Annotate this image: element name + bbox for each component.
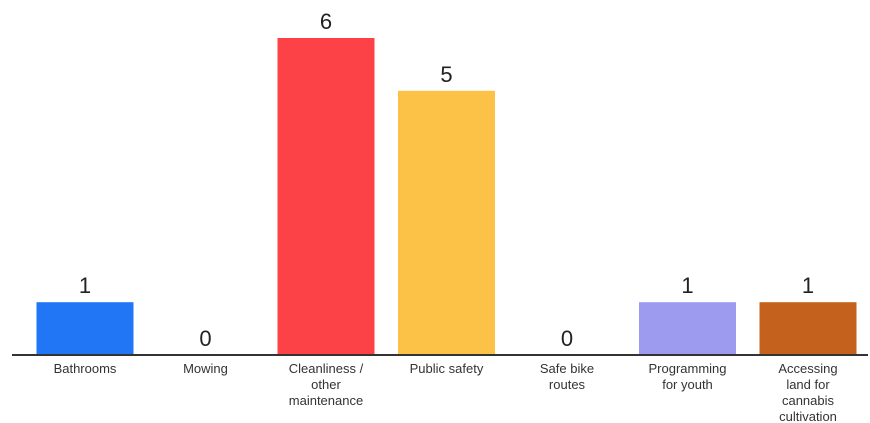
value-label-6: 1 <box>802 273 814 298</box>
bar-6 <box>759 302 857 355</box>
category-label-line: Bathrooms <box>54 361 117 376</box>
value-labels-group: 1 0 6 5 0 1 1 <box>79 9 814 351</box>
bar-0 <box>36 302 134 355</box>
value-label-0: 1 <box>79 273 91 298</box>
value-label-4: 0 <box>561 326 573 351</box>
bar-5 <box>639 302 736 355</box>
category-label-0: Bathrooms <box>54 361 117 376</box>
category-label-2: Cleanliness / other maintenance <box>289 361 364 408</box>
category-label-line: Mowing <box>183 361 228 376</box>
category-label-line: Safe bike <box>540 361 594 376</box>
category-label-1: Mowing <box>183 361 228 376</box>
category-label-line: land for <box>786 377 830 392</box>
category-label-line: routes <box>549 377 586 392</box>
bar-3 <box>398 90 495 356</box>
category-label-line: cannabis <box>782 393 835 408</box>
category-label-5: Programming for youth <box>648 361 726 392</box>
category-label-line: Cleanliness / <box>289 361 364 376</box>
bars-group <box>36 38 857 356</box>
category-label-line: other <box>311 377 341 392</box>
category-label-line: for youth <box>662 377 713 392</box>
category-label-3: Public safety <box>410 361 484 376</box>
category-labels-group: Bathrooms Mowing Cleanliness / other mainten… <box>54 361 838 423</box>
category-label-4: Safe bike routes <box>540 361 594 392</box>
bar-2 <box>277 38 375 355</box>
category-label-6: Accessing land for cannabis cultivation <box>778 361 837 423</box>
value-label-3: 5 <box>440 62 452 87</box>
category-label-line: maintenance <box>289 393 363 408</box>
category-label-line: Public safety <box>410 361 484 376</box>
category-label-line: Accessing <box>778 361 837 376</box>
category-label-line: Programming <box>648 361 726 376</box>
value-label-1: 0 <box>199 326 211 351</box>
value-label-5: 1 <box>681 273 693 298</box>
value-label-2: 6 <box>320 9 332 34</box>
category-label-line: cultivation <box>779 409 837 423</box>
